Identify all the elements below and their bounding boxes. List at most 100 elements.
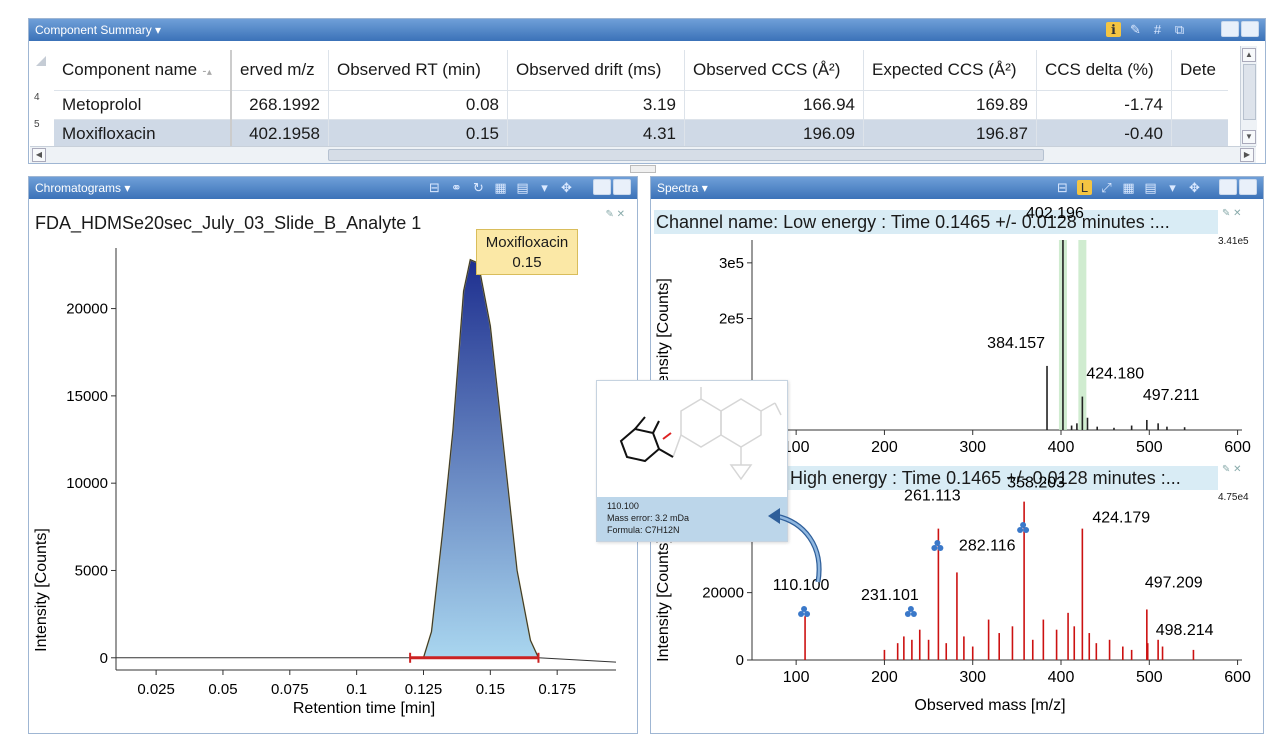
fragment-marker-icon bbox=[934, 540, 941, 546]
x-tick-label: 400 bbox=[1048, 669, 1075, 686]
layers-icon[interactable]: ▤ bbox=[1144, 180, 1157, 195]
x-tick-label: 400 bbox=[1048, 439, 1075, 456]
pin-close-icons[interactable]: ✎ ✕ bbox=[1222, 464, 1242, 475]
fragment-info: 110.100 Mass error: 3.2 mDa Formula: C7H… bbox=[597, 497, 787, 541]
minimize-button[interactable] bbox=[1221, 21, 1239, 37]
y-tick-label: 0 bbox=[100, 650, 108, 667]
hash-icon[interactable]: # bbox=[1153, 22, 1162, 37]
column-header[interactable]: CCS delta (%) bbox=[1036, 50, 1172, 91]
export-icon[interactable]: ⧉ bbox=[1174, 22, 1185, 37]
table-cell: 4.31 bbox=[507, 119, 685, 149]
column-header[interactable]: Observed drift (ms) bbox=[507, 50, 685, 91]
scroll-right-button[interactable]: ▶ bbox=[1240, 148, 1254, 162]
x-tick-label: 200 bbox=[871, 439, 898, 456]
vertical-scroll-thumb[interactable] bbox=[1243, 64, 1256, 120]
layers-icon[interactable]: ▤ bbox=[516, 180, 529, 195]
horizontal-scrollbar[interactable]: ◀ ▶ bbox=[30, 146, 1256, 163]
callout-name: Moxifloxacin bbox=[485, 234, 569, 251]
low-energy-title-bar: Channel name: Low energy : Time 0.1465 +… bbox=[654, 210, 1218, 234]
fragment-structure-popup[interactable]: 110.100 Mass error: 3.2 mDa Formula: C7H… bbox=[596, 380, 788, 542]
fragment-marker-icon bbox=[804, 611, 811, 617]
column-header[interactable]: Component name ⁃▴ bbox=[54, 50, 232, 91]
horizontal-scroll-thumb[interactable] bbox=[328, 149, 1044, 161]
move-icon[interactable]: ✥ bbox=[1189, 180, 1200, 195]
fragment-marker-icon bbox=[1020, 522, 1027, 528]
peak-label: 384.157 bbox=[987, 335, 1045, 352]
y-tick-label: 20000 bbox=[66, 301, 108, 318]
label-toggle-icon[interactable]: L bbox=[1077, 180, 1092, 195]
fragment-marker-icon bbox=[1023, 527, 1030, 533]
y-tick-label: 10000 bbox=[66, 475, 108, 492]
maximize-button[interactable] bbox=[1239, 179, 1257, 195]
table-cell: 0.08 bbox=[328, 90, 508, 120]
y-axis-label: Intensity [Counts] bbox=[33, 528, 50, 652]
x-axis-label: Retention time [min] bbox=[293, 700, 435, 717]
table-row-selected[interactable]: Moxifloxacin 402.1958 0.15 4.31 196.09 1… bbox=[54, 119, 1228, 149]
fragment-marker-icon bbox=[798, 611, 805, 617]
pin-tool-icon[interactable]: ✎ bbox=[1130, 22, 1141, 37]
scroll-down-button[interactable]: ▼ bbox=[1242, 130, 1256, 144]
pin-close-icons[interactable]: ✎ ✕ bbox=[605, 209, 625, 220]
fragment-marker-icon bbox=[1017, 527, 1024, 533]
grid-corner-icon bbox=[36, 56, 46, 66]
spectra-plot[interactable]: 2e5 3e5 402.196 384.157 424.180 497.211 100 200… bbox=[650, 205, 1262, 730]
scroll-up-button[interactable]: ▲ bbox=[1242, 48, 1256, 62]
minimize-button[interactable] bbox=[593, 179, 611, 195]
x-tick-label: 300 bbox=[959, 439, 986, 456]
x-tick-label: 100 bbox=[783, 439, 810, 456]
y-tick-label: 15000 bbox=[66, 388, 108, 405]
column-header[interactable]: Dete bbox=[1171, 50, 1228, 91]
link-icon[interactable]: ⚭ bbox=[451, 180, 462, 195]
scroll-left-button[interactable]: ◀ bbox=[32, 148, 46, 162]
table-cell: 196.87 bbox=[863, 119, 1037, 149]
x-tick-label: 600 bbox=[1224, 669, 1251, 686]
callout-value: 0.15 bbox=[512, 254, 542, 271]
column-header[interactable]: Observed RT (min) bbox=[328, 50, 508, 91]
y-tick-label: 3e5 bbox=[719, 255, 744, 272]
info-icon[interactable]: ℹ bbox=[1106, 22, 1121, 37]
table-row[interactable]: Metoprolol 268.1992 0.08 3.19 166.94 169… bbox=[54, 90, 1228, 120]
refresh-icon[interactable]: ↻ bbox=[473, 180, 484, 195]
peak-icon[interactable]: ⊟ bbox=[429, 180, 440, 195]
x-tick-label: 0.025 bbox=[137, 681, 175, 698]
chromatogram-plot[interactable]: 0 5000 10000 15000 20000 0.025 0.05 0.075 0.1 0.1… bbox=[28, 210, 636, 730]
maximize-button[interactable] bbox=[613, 179, 631, 195]
peak-highlight bbox=[1078, 240, 1087, 430]
table-cell: 268.1992 bbox=[230, 90, 329, 120]
spectra-header: Spectra ▾ ⊟ L ⤢ ▦ ▤ ▾ ✥ bbox=[651, 177, 1263, 199]
y-axis-label-low: Intensity [Counts] bbox=[655, 278, 672, 402]
maximize-button[interactable] bbox=[1241, 21, 1259, 37]
x-tick-label: 0.05 bbox=[208, 681, 237, 698]
dropdown-icon[interactable]: ▾ bbox=[541, 180, 548, 195]
fragment-mass: 110.100 bbox=[607, 501, 639, 511]
summary-title-menu[interactable]: Component Summary ▾ bbox=[35, 23, 162, 37]
minimize-button[interactable] bbox=[1219, 179, 1237, 195]
spectra-title-menu[interactable]: Spectra ▾ bbox=[657, 181, 708, 195]
peak-label: 231.101 bbox=[861, 587, 919, 604]
column-header[interactable]: Observed CCS (Å²) bbox=[684, 50, 864, 91]
table-cell: -1.74 bbox=[1036, 90, 1172, 120]
zoom-icon[interactable]: ⤢ bbox=[1101, 180, 1112, 195]
peak-callout[interactable]: Moxifloxacin 0.15 bbox=[476, 229, 578, 275]
summary-header: Component Summary ▾ ℹ ✎ # ⧉ bbox=[29, 19, 1265, 41]
x-tick-label: 200 bbox=[871, 669, 898, 686]
peak-icon[interactable]: ⊟ bbox=[1057, 180, 1068, 195]
pin-close-icons[interactable]: ✎ ✕ bbox=[1222, 208, 1242, 219]
peak-label: 497.209 bbox=[1145, 574, 1203, 591]
table-cell: Moxifloxacin bbox=[54, 119, 232, 149]
move-icon[interactable]: ✥ bbox=[561, 180, 572, 195]
peak-label: 261.113 bbox=[904, 488, 961, 505]
molecule-structure-icon bbox=[619, 387, 782, 481]
fragment-mass-error: Mass error: 3.2 mDa bbox=[607, 513, 690, 523]
vertical-scrollbar[interactable]: ▲ ▼ bbox=[1240, 46, 1257, 146]
column-header[interactable]: Expected CCS (Å²) bbox=[863, 50, 1037, 91]
dropdown-icon[interactable]: ▾ bbox=[1169, 180, 1176, 195]
x-tick-label: 0.075 bbox=[271, 681, 309, 698]
fragment-marker-icon bbox=[907, 606, 914, 612]
column-header[interactable]: erved m/z bbox=[230, 50, 329, 91]
chromatograms-title-menu[interactable]: Chromatograms ▾ bbox=[35, 181, 131, 195]
peak-label: 498.214 bbox=[1156, 622, 1214, 639]
splitter-grip[interactable] bbox=[630, 165, 656, 173]
table-icon[interactable]: ▦ bbox=[1122, 180, 1135, 195]
table-icon[interactable]: ▦ bbox=[494, 180, 507, 195]
